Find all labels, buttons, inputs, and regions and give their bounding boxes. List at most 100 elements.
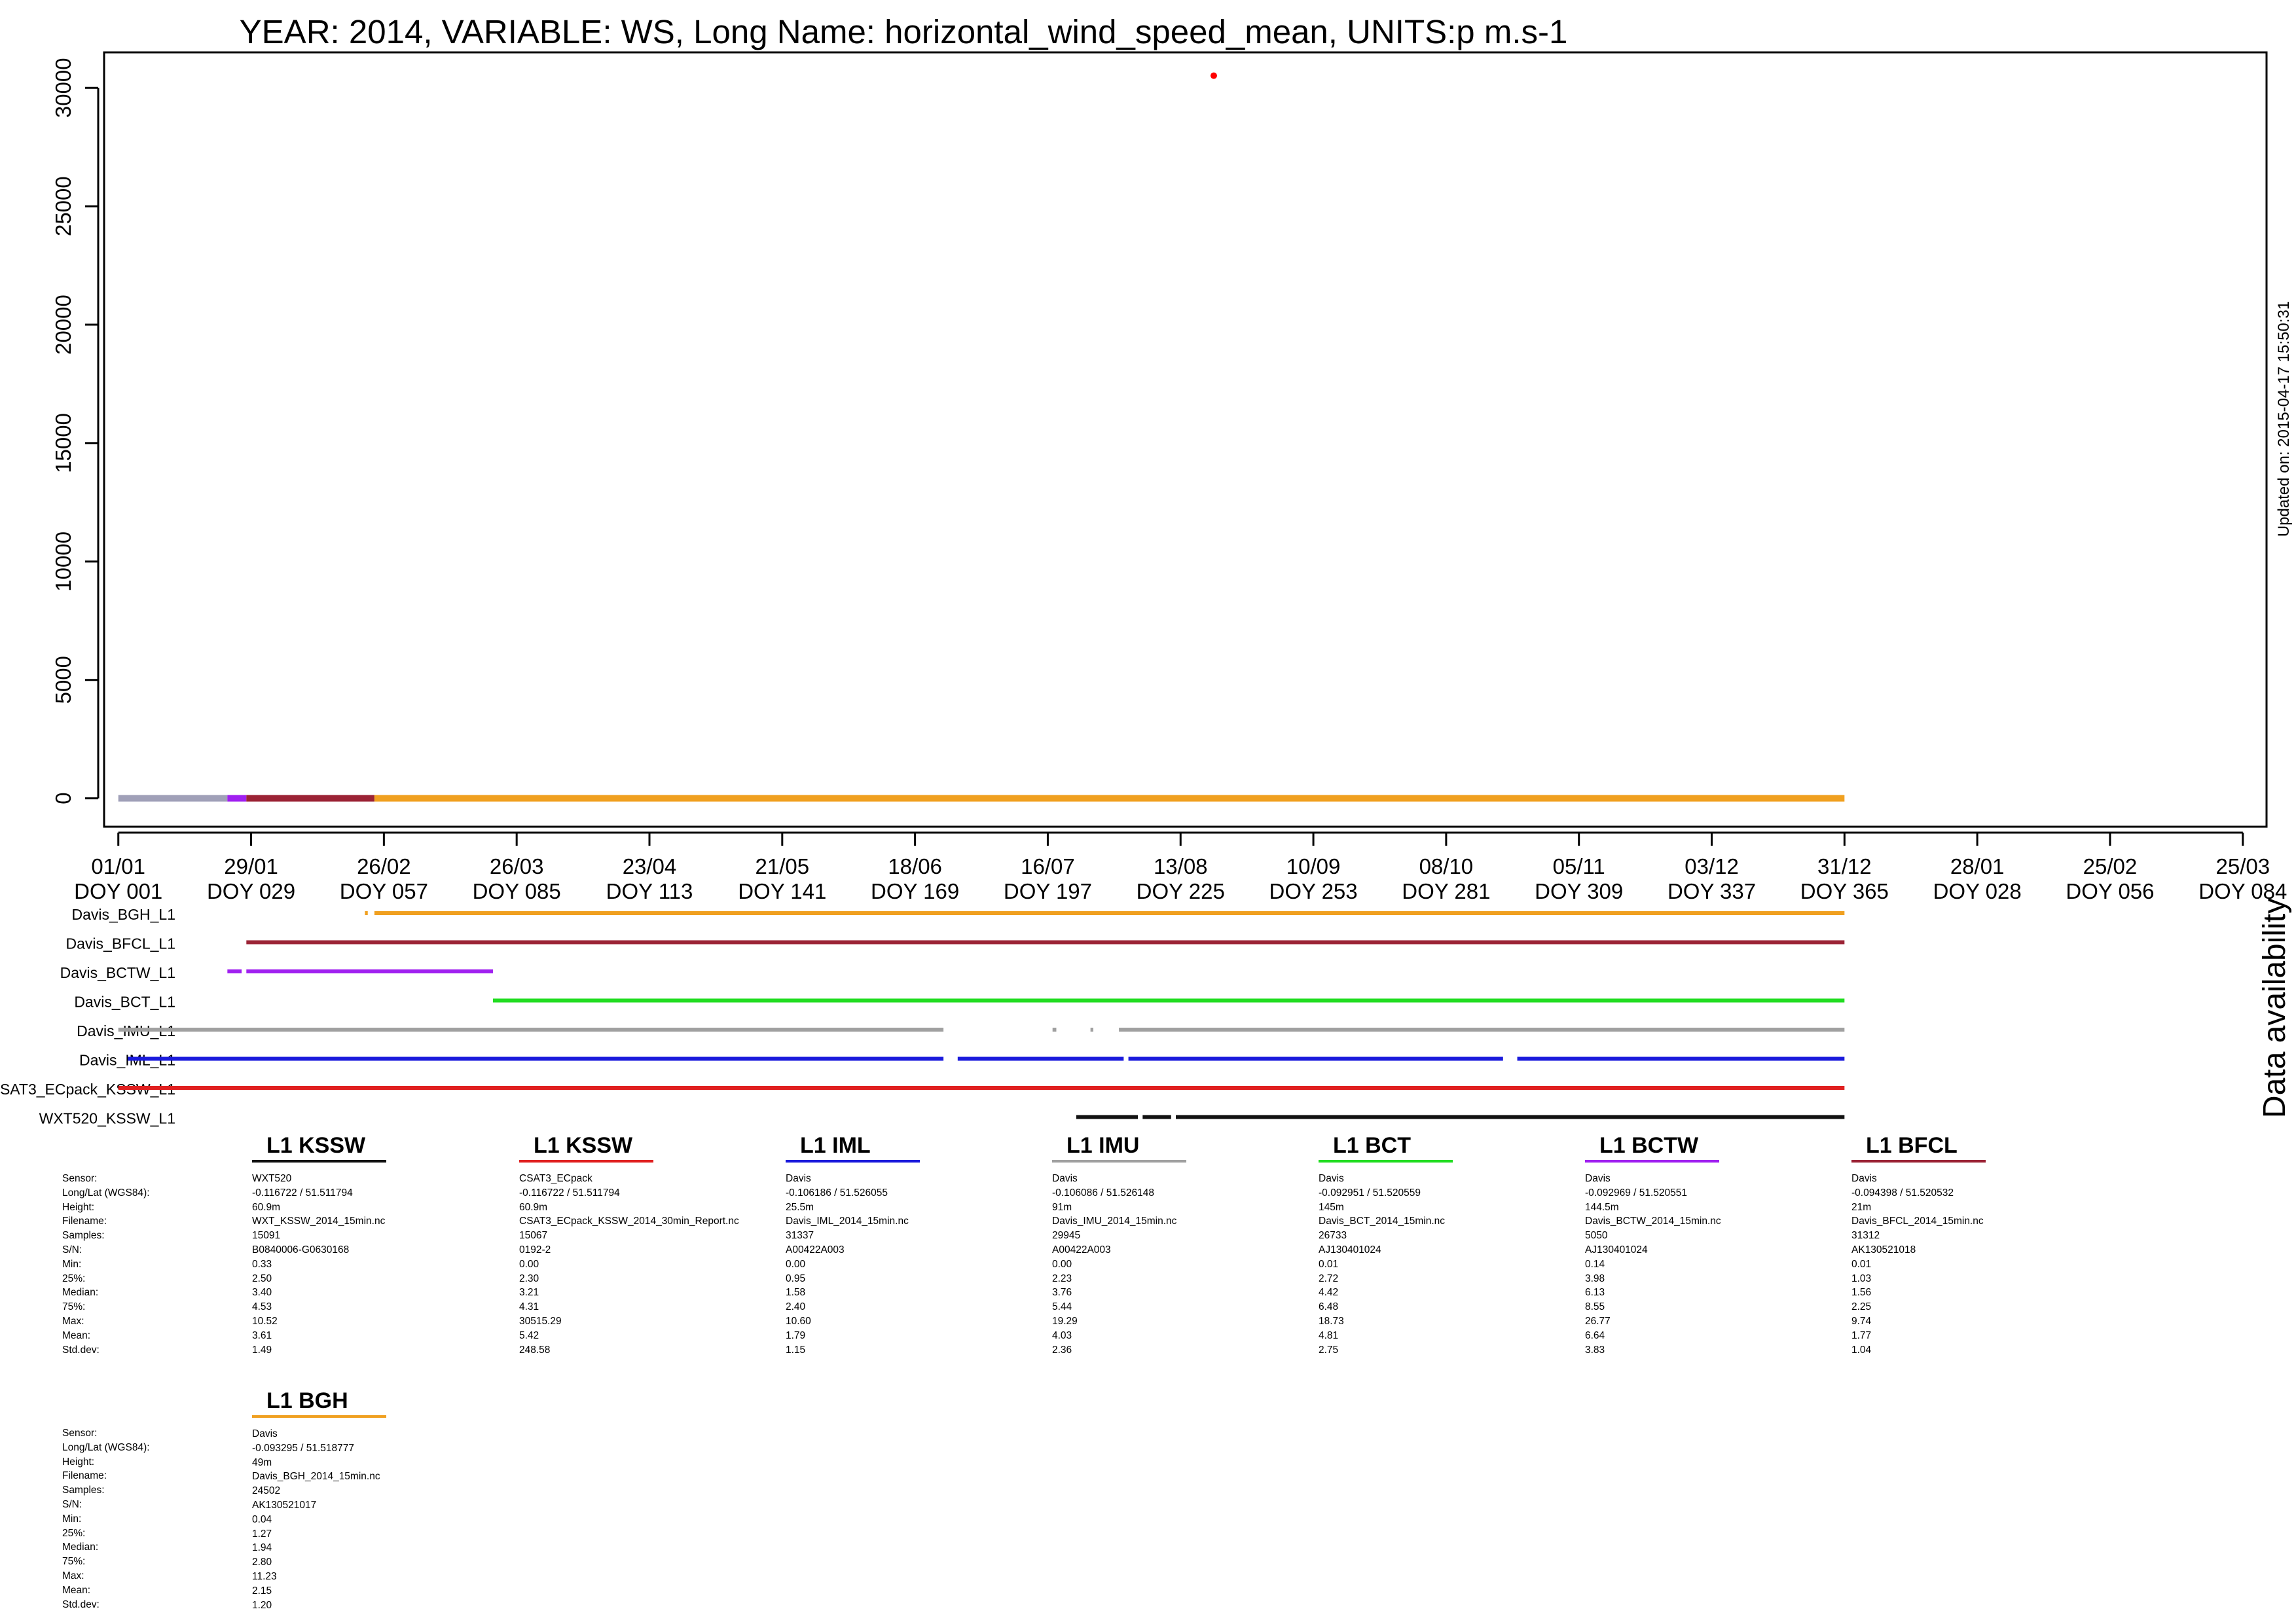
- stats-value: 15067: [519, 1230, 548, 1242]
- stats-label: Samples:: [62, 1230, 105, 1242]
- stats-value: 4.42: [1319, 1287, 1339, 1299]
- stats-value: 18.73: [1319, 1315, 1344, 1327]
- stats-value: 2.23: [1052, 1272, 1072, 1284]
- stats-value: Davis_IML_2014_15min.nc: [786, 1216, 909, 1227]
- y-tick-label: 5000: [51, 656, 75, 704]
- stats-value: 26.77: [1585, 1315, 1611, 1327]
- stats-value: 0.00: [1052, 1258, 1072, 1270]
- stats-value: 3.61: [252, 1329, 272, 1341]
- stats-label: S/N:: [62, 1244, 82, 1255]
- stats-label: Sensor:: [62, 1173, 98, 1184]
- stats-value: 2.25: [1851, 1301, 1872, 1313]
- stats-label: Filename:: [62, 1470, 107, 1482]
- stats-value: 0.00: [519, 1258, 539, 1270]
- stats-value: 1.56: [1851, 1287, 1872, 1299]
- stats-value: 5.44: [1052, 1301, 1072, 1313]
- stats-value: AJ130401024: [1585, 1244, 1648, 1255]
- stats-value: 5.42: [519, 1329, 539, 1341]
- stats-value: 11.23: [252, 1570, 277, 1582]
- x-tick-date: 03/12: [1685, 854, 1739, 878]
- x-tick-doy: DOY 281: [1402, 879, 1490, 903]
- stats-title: L1 KSSW: [266, 1133, 366, 1158]
- stats-title: L1 BCTW: [1599, 1133, 1699, 1158]
- stats-value: AK130521018: [1851, 1244, 1916, 1255]
- y-tick-label: 25000: [51, 176, 75, 236]
- stats-label: 75%:: [62, 1556, 86, 1568]
- stats-value: Davis_IMU_2014_15min.nc: [1052, 1216, 1177, 1227]
- stats-label: 25%:: [62, 1272, 86, 1284]
- stats-value: 6.64: [1585, 1329, 1605, 1341]
- stats-value: CSAT3_ECpack: [519, 1173, 592, 1184]
- stats-value: 1.15: [786, 1344, 806, 1356]
- stats-values: Davis -0.092969 / 51.520551 144.5m Davis_BC…: [1585, 1172, 1721, 1357]
- stats-values: Davis -0.094398 / 51.520532 21m Davis_BFCL_…: [1851, 1172, 1984, 1357]
- stats-value: 1.77: [1851, 1329, 1872, 1341]
- updated-note: Updated on: 2015-04-17 15:50:31: [2275, 301, 2293, 537]
- stats-value: A00422A003: [786, 1244, 845, 1255]
- stats-value: 2.30: [519, 1272, 539, 1284]
- stats-value: 2.15: [252, 1585, 272, 1597]
- y-axis: 0 5000 10000 15000 20000 25000 30000: [51, 58, 100, 804]
- stats-value: CSAT3_ECpack_KSSW_2014_30min_Report.nc: [519, 1216, 739, 1227]
- stats-block: L1 KSSW CSAT3_ECpack -0.116722 / 51.511794…: [519, 1132, 781, 1356]
- stats-value: -0.094398 / 51.520532: [1851, 1187, 1954, 1199]
- stats-value: 0.14: [1585, 1258, 1605, 1270]
- stats-value: Davis: [1052, 1173, 1078, 1184]
- x-tick-date: 01/01: [91, 854, 145, 878]
- stats-block: L1 BGH Davis -0.093295 / 51.518777 49m Davis…: [252, 1388, 514, 1611]
- stats-value: Davis: [1851, 1173, 1877, 1184]
- stats-value: 25.5m: [786, 1201, 814, 1213]
- stats-value: Davis_BCTW_2014_15min.nc: [1585, 1216, 1721, 1227]
- x-tick-doy: DOY 253: [1269, 879, 1357, 903]
- stats-label: Samples:: [62, 1485, 105, 1496]
- x-tick-doy: DOY 056: [2066, 879, 2154, 903]
- availability-label: Davis_BFCL_L1: [66, 935, 175, 952]
- stats-values: Davis -0.106186 / 51.526055 25.5m Davis_IML…: [786, 1172, 909, 1357]
- stats-value: 21m: [1851, 1201, 1872, 1213]
- stats-values: Davis -0.092951 / 51.520559 145m Davis_BCT_…: [1319, 1172, 1445, 1357]
- stats-value: Davis: [1585, 1173, 1611, 1184]
- chart-title: YEAR: 2014, VARIABLE: WS, Long Name: hor…: [240, 13, 1568, 50]
- stats-title: L1 IMU: [1066, 1133, 1140, 1158]
- stats-value: -0.116722 / 51.511794: [252, 1187, 353, 1199]
- stats-value: 91m: [1052, 1201, 1072, 1213]
- stats-values: CSAT3_ECpack -0.116722 / 51.511794 60.9m CS…: [519, 1172, 739, 1357]
- baseline-band: [227, 795, 247, 802]
- stats-value: 0.00: [786, 1258, 806, 1270]
- stats-value: 1.79: [786, 1329, 806, 1341]
- stats-value: 10.60: [786, 1315, 811, 1327]
- stats-title-rule: [1851, 1160, 1986, 1163]
- stats-value: -0.106186 / 51.526055: [786, 1187, 888, 1199]
- x-tick-doy: DOY 085: [473, 879, 561, 903]
- stats-value: 49m: [252, 1456, 272, 1468]
- x-tick-date: 31/12: [1817, 854, 1872, 878]
- stats-value: 2.50: [252, 1272, 272, 1284]
- stats-value: -0.092951 / 51.520559: [1319, 1187, 1421, 1199]
- stats-value: 2.75: [1319, 1344, 1339, 1356]
- stats-label: Height:: [62, 1456, 95, 1468]
- stats-value: 0.01: [1319, 1258, 1339, 1270]
- stats-value: 144.5m: [1585, 1201, 1619, 1213]
- x-tick-date: 05/11: [1553, 854, 1605, 878]
- x-tick-doy: DOY 028: [1933, 879, 2022, 903]
- stats-label: Height:: [62, 1201, 95, 1213]
- x-tick-doy: DOY 001: [74, 879, 162, 903]
- x-tick-date: 26/03: [490, 854, 544, 878]
- stats-label: Filename:: [62, 1216, 107, 1227]
- stats-value: 31337: [786, 1230, 814, 1242]
- stats-label: Mean:: [62, 1584, 91, 1596]
- stats-title: L1 BFCL: [1866, 1133, 1958, 1158]
- stats-label: Long/Lat (WGS84):: [62, 1187, 150, 1199]
- stats-value: WXT520: [252, 1173, 292, 1184]
- x-tick-date: 25/02: [2083, 854, 2138, 878]
- stats-value: 3.21: [519, 1287, 539, 1299]
- stats-labels: Sensor: Long/Lat (WGS84): Height: Filename:…: [62, 1426, 150, 1612]
- stats-label: Max:: [62, 1570, 84, 1581]
- stats-value: 15091: [252, 1230, 281, 1242]
- x-tick-date: 18/06: [888, 854, 942, 878]
- stats-value: 4.03: [1052, 1329, 1072, 1341]
- stats-value: 1.49: [252, 1344, 272, 1356]
- x-tick-doy: DOY 084: [2198, 879, 2287, 903]
- stats-label: Long/Lat (WGS84):: [62, 1441, 150, 1453]
- x-tick-date: 29/01: [224, 854, 278, 878]
